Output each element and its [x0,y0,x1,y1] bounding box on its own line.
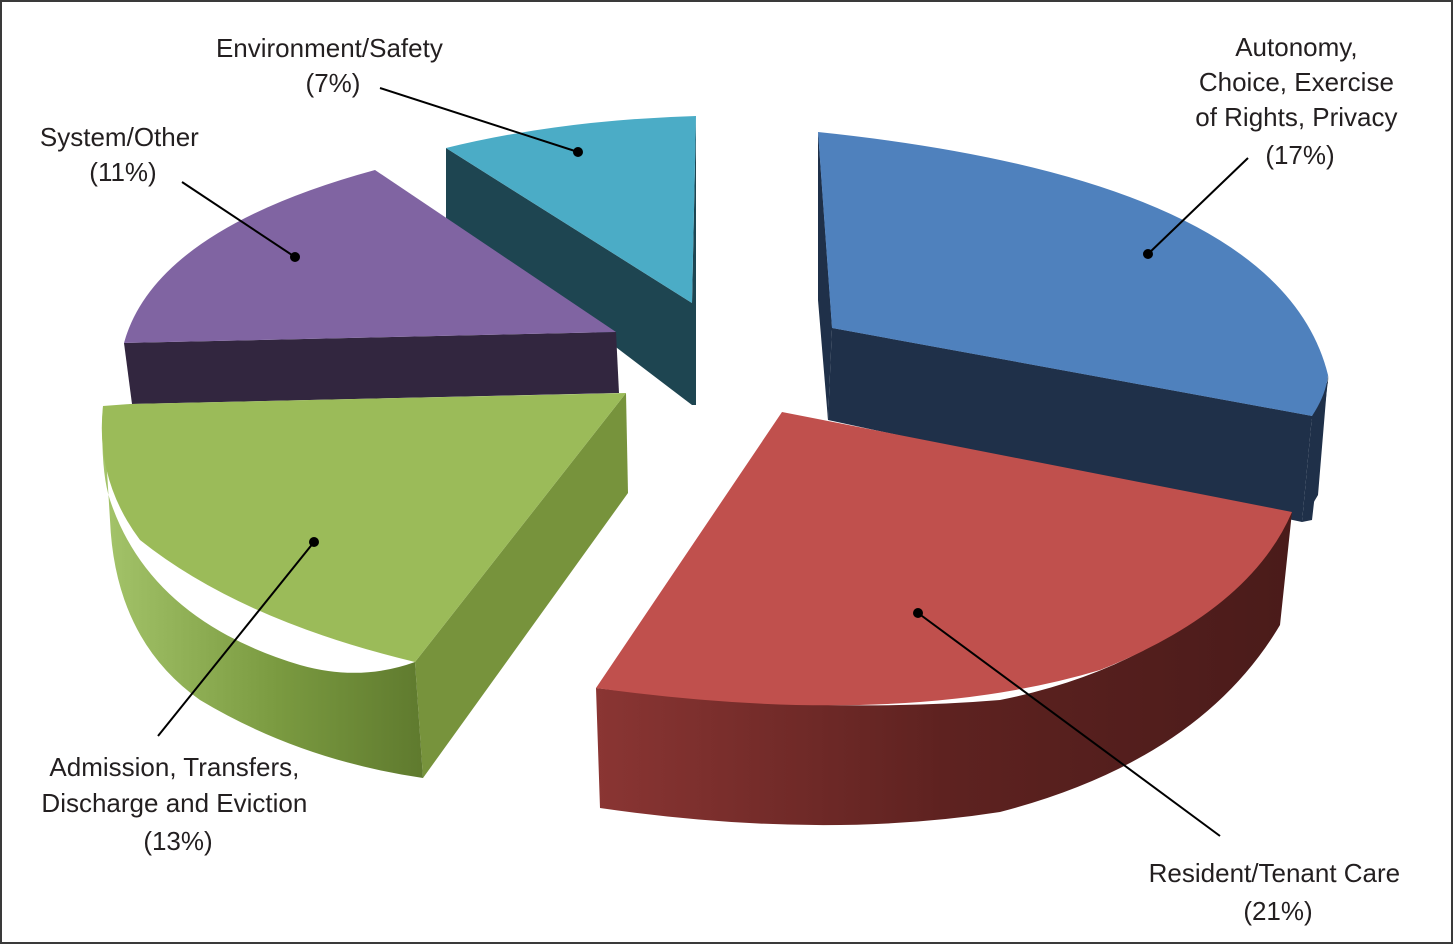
label-environment: Environment/Safety (7%) [216,33,450,98]
slice-autonomy-side-left [818,132,832,420]
slice-admission-side-right [415,393,628,778]
label-autonomy-line-2: Choice, Exercise [1199,67,1394,97]
slice-environment-side-right [692,116,696,405]
leader-line-autonomy [1147,157,1249,255]
slice-system-other-top [124,170,616,343]
slice-autonomy [818,132,1329,522]
label-resident-care-line-2: (21%) [1243,896,1312,926]
leader-dot-admission [309,537,319,547]
label-autonomy-line-1: Autonomy, [1235,32,1357,62]
label-admission: Admission, Transfers, Discharge and Evic… [41,752,314,856]
slice-resident-care [596,412,1292,826]
leader-lines [157,87,1249,837]
label-environment-line-2: (7%) [306,68,361,98]
slice-autonomy-side-rim [1302,375,1329,522]
label-admission-line-2: Discharge and Eviction [41,788,307,818]
label-autonomy-line-4: (17%) [1265,140,1334,170]
label-admission-line-1: Admission, Transfers, [49,752,299,782]
slice-resident-care-top [596,412,1292,706]
slice-autonomy-side-body [828,328,1312,522]
label-environment-line-1: Environment/Safety [216,33,443,63]
leader-dot-resident-care [913,608,923,618]
leader-line-environment [379,87,579,153]
leader-dot-autonomy [1143,249,1153,259]
leader-line-system-other [181,181,296,258]
label-autonomy-line-3: of Rights, Privacy [1195,102,1397,132]
label-autonomy: Autonomy, Choice, Exercise of Rights, Pr… [1195,32,1405,170]
slice-labels: Environment/Safety (7%) System/Other (11… [40,32,1408,926]
slice-admission-side [102,406,424,778]
slice-system-other [124,170,619,404]
label-resident-care: Resident/Tenant Care (21%) [1149,858,1408,926]
label-resident-care-line-1: Resident/Tenant Care [1149,858,1400,888]
slice-environment [446,116,696,405]
leader-dot-system-other [290,252,300,262]
slice-environment-top [446,116,696,303]
leader-line-resident-care [917,612,1221,837]
slice-resident-care-side [596,512,1292,826]
slice-admission [101,393,628,778]
leader-line-admission [157,541,315,737]
slice-autonomy-top [818,132,1328,416]
slice-admission-top [101,393,626,662]
label-system-other-line-2: (11%) [89,157,156,187]
slice-system-other-side [124,332,619,404]
leader-dot-environment [573,147,583,157]
label-system-other-line-1: System/Other [40,122,199,152]
slice-environment-side [446,148,692,405]
label-system-other: System/Other (11%) [40,122,206,187]
label-admission-line-3: (13%) [143,826,212,856]
